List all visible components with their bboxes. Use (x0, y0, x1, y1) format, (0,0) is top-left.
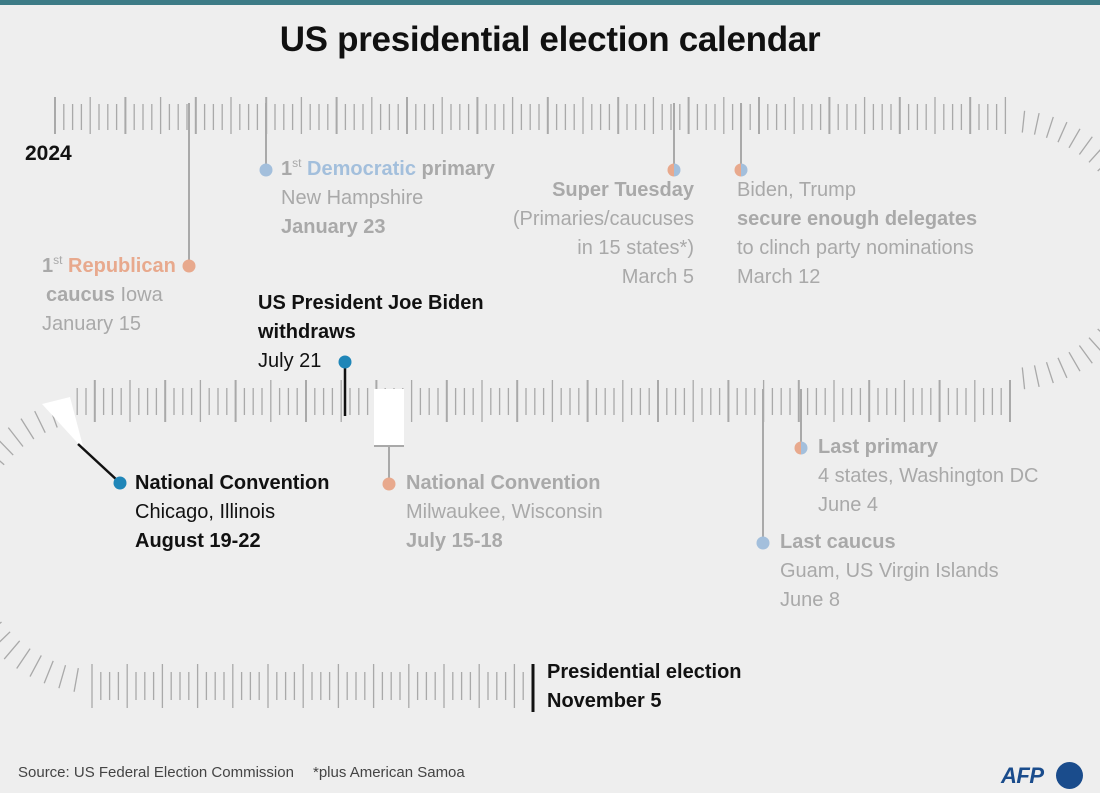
event-name: National Convention (135, 472, 330, 494)
party-name: Democratic (307, 158, 416, 180)
event-place: 4 states, Washington DC (818, 465, 1039, 487)
track-tick (34, 410, 46, 433)
event-detail-1: (Primaries/caucuses (512, 208, 694, 230)
event-date: July 21 (258, 350, 322, 372)
event-name: Last primary (818, 436, 939, 458)
track-tick (0, 621, 2, 624)
rep-convention-period (374, 389, 404, 446)
event-date: March 12 (737, 266, 821, 288)
track-tick (58, 665, 67, 689)
track-tick (1045, 116, 1054, 139)
event-leader-lines (42, 103, 802, 712)
event-name: Last caucus (780, 531, 896, 553)
event-election: Presidential election November 5 (547, 658, 742, 716)
event-detail-1: US President Joe Biden (258, 292, 484, 314)
footnote: *plus American Samoa (313, 764, 465, 781)
event-date: June 8 (780, 589, 841, 611)
dot-republican-caucus (182, 259, 196, 273)
dem-convention-period (42, 397, 84, 450)
track-tick (1088, 149, 1100, 163)
afp-logo-text: AFP (1001, 763, 1044, 788)
track-tick (1057, 121, 1068, 143)
track-tick (20, 418, 35, 440)
event-date: January 23 (281, 216, 386, 238)
track-tick (73, 667, 79, 692)
party-name: Republican (68, 255, 176, 277)
track-tick (1033, 112, 1040, 135)
track-tick (43, 660, 54, 684)
event-detail-2: in 15 states*) (577, 237, 694, 259)
track-tick (7, 427, 24, 447)
event-nominations: Biden, Trump secure enough delegates to … (737, 176, 977, 292)
event-date: June 4 (818, 494, 879, 516)
track-tick (0, 440, 14, 456)
event-place: Iowa (120, 284, 163, 306)
ordinal-suffix: st (292, 156, 302, 170)
afp-logo-icon (1056, 762, 1083, 789)
event-date: August 19-22 (135, 530, 261, 552)
ordinal-suffix: st (53, 253, 63, 267)
track-tick (0, 460, 5, 466)
event-place: Chicago, Illinois (135, 501, 276, 523)
top-accent-bar (0, 0, 1100, 5)
event-name: Presidential election (547, 661, 742, 683)
event-date: November 5 (547, 690, 662, 712)
dot-last-primary (794, 441, 808, 455)
event-last-caucus: Last caucus Guam, US Virgin Islands June… (780, 528, 999, 615)
event-kind: caucus (46, 284, 115, 306)
track-tick (3, 640, 21, 660)
dot-biden-withdraws (338, 355, 352, 369)
event-dem-convention: National Convention Chicago, Illinois Au… (135, 469, 329, 556)
event-place: Milwaukee, Wisconsin (406, 501, 603, 523)
year-label: 2024 (25, 142, 72, 165)
track-tick (1078, 136, 1093, 155)
source-note: Source: US Federal Election Commission (18, 764, 294, 781)
event-detail-2: withdraws (258, 321, 356, 343)
track-tick (1045, 361, 1054, 384)
dot-rep-convention (382, 477, 396, 491)
dot-dem-convention (113, 476, 127, 490)
track-tick (1033, 365, 1040, 388)
leader-dem-convention (77, 443, 119, 482)
event-date: March 5 (621, 266, 694, 288)
ordinal: 1 (42, 255, 54, 277)
dot-nominations (734, 163, 748, 177)
track-tick (1021, 110, 1026, 133)
track-tick (1068, 128, 1081, 149)
event-name: National Convention (406, 472, 601, 494)
track-tick (1078, 345, 1093, 364)
event-place: New Hampshire (281, 187, 424, 209)
event-detail-2: secure enough delegates (737, 208, 978, 230)
event-last-primary: Last primary 4 states, Washington DC Jun… (818, 433, 1038, 520)
event-place: Guam, US Virgin Islands (780, 560, 999, 582)
event-super-tuesday: Super Tuesday (Primaries/caucuses in 15 … (480, 176, 694, 292)
track-tick (1088, 337, 1100, 351)
ordinal: 1 (281, 158, 293, 180)
track-tick (16, 648, 31, 669)
event-date: July 15-18 (406, 530, 503, 552)
afp-logo: AFP (1001, 761, 1085, 789)
event-biden-withdraws: US President Joe Biden withdraws July 21 (258, 289, 484, 376)
event-kind: primary (421, 158, 495, 180)
dot-democratic-primary (259, 163, 273, 177)
track-tick (1021, 367, 1026, 390)
event-democratic-primary: 1st Democratic primary New Hampshire Jan… (281, 155, 495, 242)
track-tick (1068, 351, 1081, 372)
track-tick (1057, 357, 1068, 379)
event-detail-1: Biden, Trump (737, 179, 856, 201)
timeline-track-ticks (0, 97, 1100, 708)
dot-super-tuesday (667, 163, 681, 177)
page-title: US presidential election calendar (279, 20, 821, 59)
dot-last-caucus (756, 536, 770, 550)
event-detail-3: to clinch party nominations (737, 237, 974, 259)
track-tick (0, 631, 11, 643)
event-name: Super Tuesday (552, 179, 694, 201)
event-date: January 15 (42, 313, 141, 335)
event-dots (113, 163, 808, 550)
track-tick (29, 655, 42, 677)
event-republican-caucus: 1st Republican caucus Iowa January 15 (42, 252, 176, 339)
event-rep-convention: National Convention Milwaukee, Wisconsin… (406, 469, 603, 556)
